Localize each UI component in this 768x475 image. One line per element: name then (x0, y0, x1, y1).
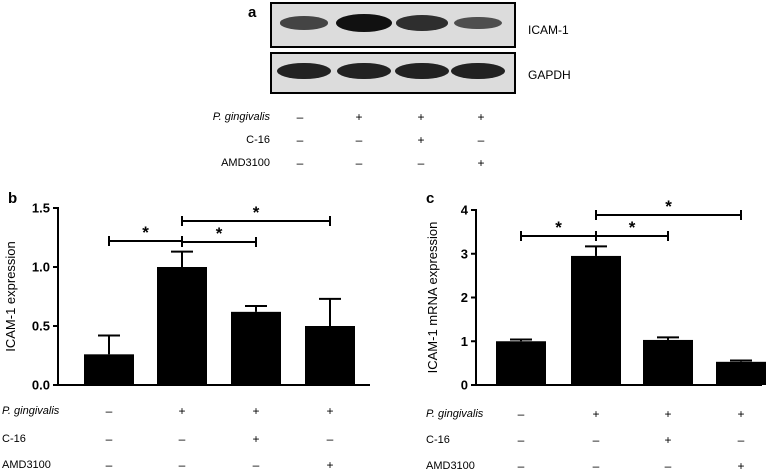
bar (716, 361, 766, 385)
blot-icam1 (270, 2, 516, 48)
band-icam-1-lane-3 (396, 15, 448, 31)
significance-star: * (253, 203, 260, 222)
panel-a-letter: a (248, 4, 257, 21)
condition-sign: – (105, 404, 113, 418)
blot-gapdh (270, 52, 516, 94)
panel-b-letter: b (8, 190, 17, 207)
condition-sign: – (517, 433, 525, 447)
bar (571, 255, 621, 385)
significance-star: * (629, 218, 636, 237)
condition-sign: – (178, 458, 186, 472)
condition-sign: – (178, 432, 186, 446)
significance-star: * (216, 224, 223, 243)
bar (305, 326, 355, 385)
condition-sign: – (296, 110, 304, 124)
band-gapdh-lane-4 (451, 62, 505, 80)
y-tick-label: 4 (461, 203, 469, 218)
condition-sign: – (355, 133, 363, 147)
y-tick-label: 1.5 (32, 201, 50, 216)
condition-sign: – (517, 407, 525, 421)
condition-sign: – (592, 433, 600, 447)
condition-sign: + (592, 407, 600, 421)
bar (496, 341, 546, 385)
condition-label: P. gingivalis (212, 111, 270, 123)
y-tick-label: 1.0 (32, 260, 50, 275)
condition-sign: + (326, 404, 334, 418)
condition-sign: + (737, 459, 745, 473)
condition-label: P. gingivalis (2, 405, 60, 417)
y-tick-label: 0.5 (32, 319, 50, 334)
band-gapdh-lane-2 (337, 62, 391, 80)
condition-label: AMD3100 (221, 157, 270, 169)
condition-sign: + (252, 432, 260, 446)
blot-label-gapdh: GAPDH (528, 68, 571, 82)
condition-sign: – (326, 432, 334, 446)
condition-sign: + (477, 110, 485, 124)
condition-sign: + (664, 433, 672, 447)
condition-sign: + (417, 133, 425, 147)
condition-sign: – (592, 459, 600, 473)
condition-label: C-16 (2, 433, 26, 445)
condition-sign: – (296, 133, 304, 147)
condition-label: AMD3100 (426, 460, 475, 472)
y-tick-label: 2 (461, 290, 468, 305)
band-gapdh-lane-1 (277, 62, 331, 80)
y-axis-label: ICAM-1 mRNA expression (425, 222, 440, 374)
condition-sign: + (178, 404, 186, 418)
condition-sign: – (477, 133, 485, 147)
y-tick-label: 0 (461, 378, 468, 393)
panel-c-letter: c (426, 190, 434, 207)
bar (231, 311, 281, 385)
condition-sign: – (664, 459, 672, 473)
condition-label: C-16 (426, 434, 450, 446)
condition-sign: + (326, 458, 334, 472)
bar (643, 339, 693, 385)
condition-sign: – (417, 156, 425, 170)
significance-star: * (555, 218, 562, 237)
condition-sign: – (737, 433, 745, 447)
bar (157, 267, 207, 385)
condition-sign: – (105, 458, 113, 472)
condition-sign: – (105, 432, 113, 446)
condition-sign: + (477, 156, 485, 170)
condition-label: AMD3100 (2, 459, 51, 471)
significance-star: * (142, 223, 149, 242)
bar (84, 354, 134, 385)
y-tick-label: 3 (461, 246, 468, 261)
blot-label-icam1: ICAM-1 (528, 23, 569, 37)
condition-sign: + (664, 407, 672, 421)
condition-sign: – (252, 458, 260, 472)
significance-star: * (665, 197, 672, 216)
band-icam-1-lane-4 (454, 16, 502, 30)
y-axis-label: ICAM-1 expression (3, 241, 18, 352)
condition-sign: + (355, 110, 363, 124)
condition-label: P. gingivalis (426, 408, 484, 420)
condition-sign: + (417, 110, 425, 124)
band-icam-1-lane-1 (279, 16, 329, 30)
y-tick-label: 0.0 (32, 378, 50, 393)
y-tick-label: 1 (461, 334, 468, 349)
condition-sign: – (355, 156, 363, 170)
condition-label: C-16 (246, 134, 270, 146)
band-icam-1-lane-2 (336, 14, 392, 32)
condition-sign: + (737, 407, 745, 421)
condition-sign: – (517, 459, 525, 473)
band-gapdh-lane-3 (395, 62, 449, 80)
condition-sign: + (252, 404, 260, 418)
condition-sign: – (296, 156, 304, 170)
